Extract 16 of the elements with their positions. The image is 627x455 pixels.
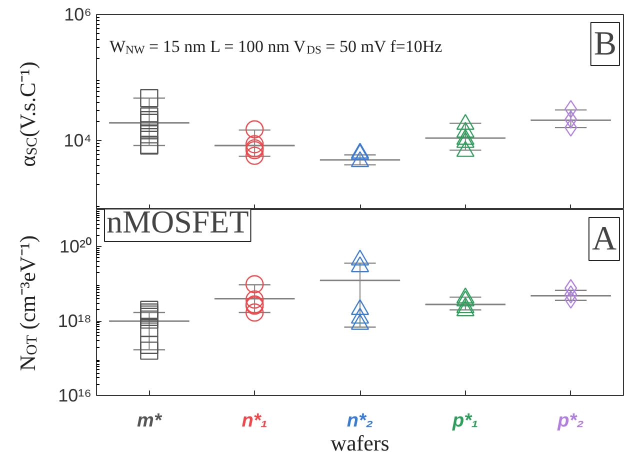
x-tick-label: m* [137, 410, 163, 432]
annotation: B [594, 26, 617, 62]
y-tick-label: 10¹⁸ [58, 311, 92, 332]
annotation: nMOSFET [106, 204, 250, 240]
y-axis-title: NOT (cm⁻³eV⁻¹) [15, 235, 40, 371]
y-tick-label: 10¹⁶ [58, 386, 92, 406]
annotation: A [592, 220, 617, 258]
x-tick-label: p*₁ [452, 410, 478, 432]
y-axis-title: αSC(V.s.C⁻¹) [15, 62, 40, 167]
y-tick-label: 10²⁰ [59, 236, 92, 257]
x-axis-title: wafers [330, 430, 390, 455]
y-tick-label: 10⁶ [64, 4, 92, 24]
x-tick-label: n*₂ [346, 410, 374, 432]
y-tick-label: 10⁴ [64, 130, 92, 150]
x-tick-label: n*₁ [242, 410, 268, 432]
x-tick-label: p*₂ [556, 410, 584, 432]
